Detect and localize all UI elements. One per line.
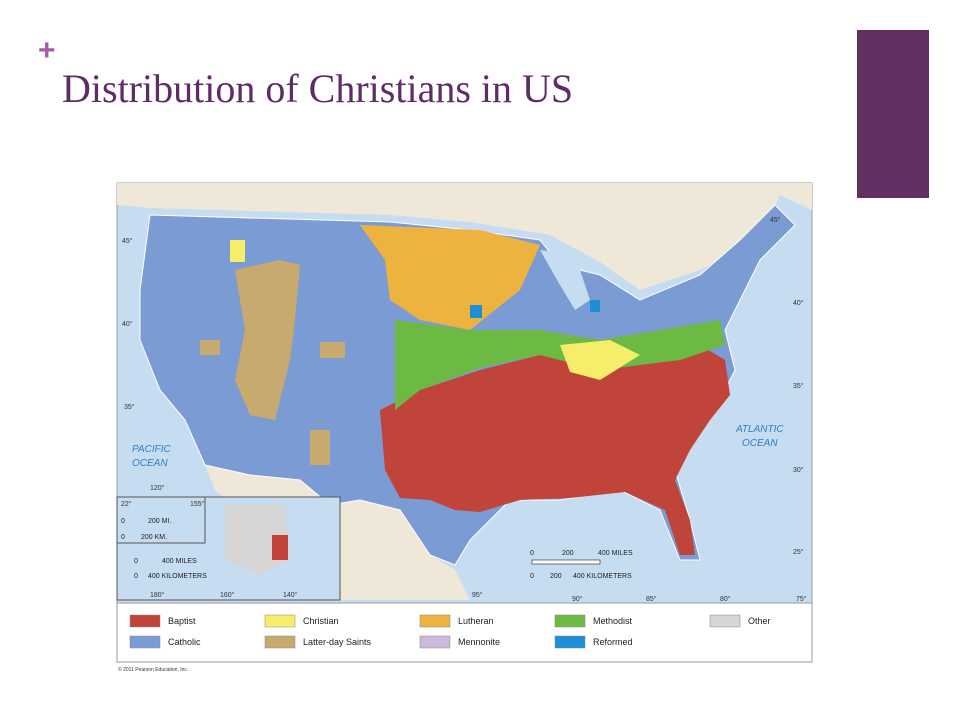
scale-label: 0 [530,550,534,557]
alaska-baptist [272,535,288,560]
degree-label: 22° [121,500,132,508]
region-christian [560,340,640,380]
map: PACIFIC OCEAN ATLANTIC OCEAN 45° 40° 35°… [116,182,813,673]
degree-label: 40° [122,320,133,328]
legend-swatch [554,614,586,628]
scale-label: 200 [562,550,574,557]
scale-label: 0 [134,573,138,580]
scale-label: 200 MI. [148,518,171,525]
degree-label: 40° [793,299,804,307]
legend-box [116,602,813,663]
scale-label: 200 [550,573,562,580]
scale-label: 0 [134,558,138,565]
slide-symbol: + [38,34,56,67]
legend-label: Mennonite [458,637,500,647]
legend-label: Christian [303,616,339,626]
degree-label: 180° [150,591,165,599]
legend-label: Lutheran [458,616,494,626]
accent-bar [857,30,929,198]
region-lds-small [200,340,345,465]
degree-label: 25° [793,548,804,556]
legend-label: Catholic [168,637,201,647]
degree-label: 45° [122,237,133,245]
degree-label: 90° [572,595,583,603]
scale-label: 400 MILES [162,558,197,565]
degree-label: 35° [124,403,135,411]
legend: Baptist Catholic Christian Latter-day Saint… [129,614,771,649]
ocean-label: PACIFIC [132,444,171,455]
region-baptist [380,345,730,555]
degree-label: 140° [283,591,298,599]
legend-swatch [419,635,451,649]
slide-title: Distribution of Christians in US [62,66,573,111]
legend-label: Baptist [168,616,196,626]
degree-label: 45° [770,216,781,224]
legend-swatch [129,635,161,649]
scale-label: 0 [121,518,125,525]
scale-label: 0 [121,534,125,541]
legend-swatch [129,614,161,628]
credit: © 2011 Pearson Education, Inc. [118,666,188,673]
region-methodist [395,320,725,410]
region-lds [235,260,300,420]
scale-label: 400 KILOMETERS [148,573,207,580]
scale-label: 200 KM. [141,534,167,541]
legend-swatch [554,635,586,649]
degree-label: 35° [793,382,804,390]
legend-label: Latter-day Saints [303,637,372,647]
degree-label: 85° [646,595,657,603]
legend-swatch [709,614,741,628]
ocean-label: OCEAN [742,438,778,449]
degree-label: 160° [220,591,235,599]
region-christian-small [230,240,245,262]
legend-swatch [264,614,296,628]
degree-label: 75° [796,595,807,603]
legend-swatch [264,635,296,649]
legend-label: Reformed [593,637,633,647]
scale-label: 400 MILES [598,550,633,557]
ocean-label: ATLANTIC [735,424,784,435]
scale-label: 0 [530,573,534,580]
scale-label: 400 KILOMETERS [573,573,632,580]
degree-label: 80° [720,595,731,603]
scale-bar [531,559,601,565]
lake [540,250,590,310]
degree-label: 95° [472,591,483,599]
canada [117,183,812,290]
degree-label: 155° [190,500,205,508]
legend-label: Other [748,616,771,626]
degree-label: 30° [793,466,804,474]
degree-label: 120° [150,484,165,492]
legend-swatch [419,614,451,628]
ocean-label: OCEAN [132,458,168,469]
region-lutheran [360,225,540,330]
legend-label: Methodist [593,616,633,626]
